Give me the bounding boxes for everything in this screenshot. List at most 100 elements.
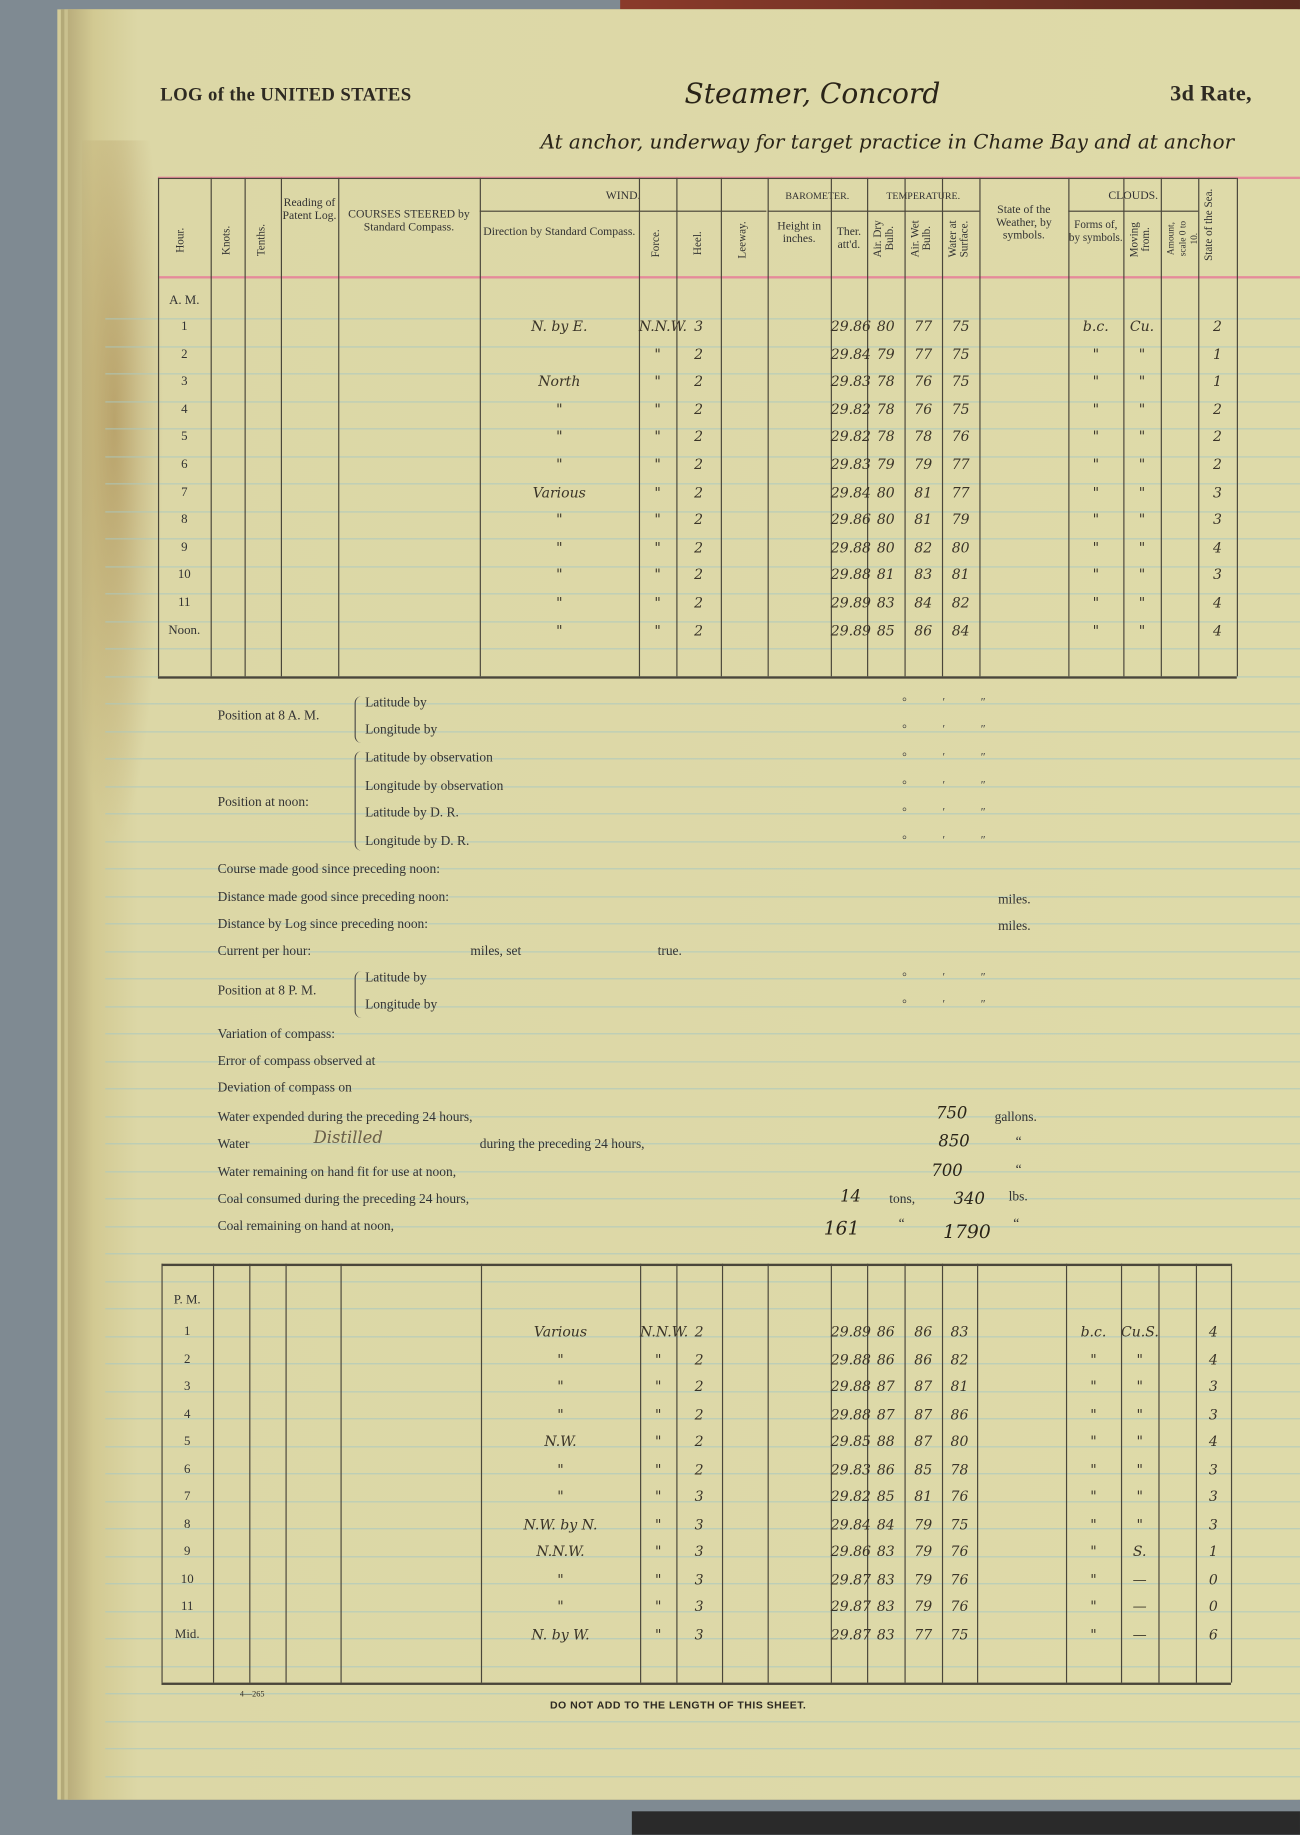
course-cell: " bbox=[556, 401, 563, 418]
barometer-cell: 29.83 bbox=[830, 1460, 871, 1478]
cloud-amount-cell: 3 bbox=[1208, 1405, 1218, 1423]
wind-direction-cell: " bbox=[654, 566, 661, 584]
cloud-forms-cell: Cu. bbox=[1129, 318, 1155, 335]
hour-cell: 4 bbox=[181, 402, 188, 417]
barometer-cell: 29.84 bbox=[830, 345, 871, 363]
day-summary: At anchor, underway for target practice … bbox=[540, 131, 1235, 155]
column-divider bbox=[941, 177, 944, 677]
column-divider bbox=[867, 1263, 869, 1683]
column-divider bbox=[640, 1263, 642, 1683]
cloud-forms-cell: — bbox=[1132, 1625, 1147, 1643]
dry-bulb-cell: 86 bbox=[914, 622, 933, 639]
course-cell: North bbox=[538, 373, 581, 390]
wind-direction-cell: " bbox=[654, 511, 661, 528]
ruled-line bbox=[105, 1583, 1300, 1585]
thermometer-cell: 86 bbox=[876, 1460, 895, 1478]
wet-bulb-cell: 77 bbox=[951, 483, 970, 501]
miles-unit: miles. bbox=[998, 892, 1031, 907]
cloud-amount-cell: 4 bbox=[1208, 1323, 1218, 1340]
col-water-surface: Water at Surface. bbox=[947, 220, 972, 258]
weather-cell: " bbox=[1090, 1350, 1097, 1368]
ruled-line bbox=[105, 345, 1300, 347]
column-divider bbox=[638, 177, 641, 677]
error-label: Error of compass observed at bbox=[217, 1054, 376, 1069]
lbs-unit: lbs. bbox=[1008, 1189, 1028, 1205]
column-divider bbox=[1123, 177, 1125, 677]
wet-bulb-cell: 82 bbox=[951, 594, 970, 611]
barometer-cell: 29.87 bbox=[830, 1625, 871, 1643]
wet-bulb-cell: 76 bbox=[950, 1543, 969, 1560]
water-distilled-value: 850 bbox=[938, 1132, 970, 1152]
weather-cell: " bbox=[1090, 1488, 1097, 1505]
course-cell: Various bbox=[533, 1323, 588, 1340]
column-divider bbox=[1065, 1263, 1068, 1683]
cloud-forms-cell: — bbox=[1132, 1570, 1147, 1588]
dry-bulb-cell: 84 bbox=[914, 594, 933, 611]
ruled-line bbox=[105, 1335, 1300, 1337]
stain bbox=[81, 140, 164, 843]
coal-remaining-lbs: 1790 bbox=[943, 1220, 991, 1243]
deg-marks: ° ′ ″ bbox=[902, 779, 1003, 793]
wet-bulb-cell: 76 bbox=[950, 1598, 969, 1615]
wind-direction-cell: " bbox=[654, 1598, 662, 1615]
ruled-line bbox=[105, 840, 1300, 842]
thermometer-cell: 83 bbox=[876, 594, 895, 611]
dry-bulb-cell: 87 bbox=[914, 1433, 933, 1450]
col-cloud-amount: Amount, scale 0 to 10. bbox=[1165, 221, 1200, 257]
dry-bulb-cell: 81 bbox=[914, 511, 933, 528]
force-cell: 2 bbox=[694, 1378, 704, 1395]
thermometer-cell: 88 bbox=[876, 1433, 895, 1450]
col-patent-log: Reading of Patent Log. bbox=[282, 196, 337, 223]
barometer-cell: 29.86 bbox=[830, 511, 871, 528]
ruled-line bbox=[105, 1280, 1300, 1282]
ruled-line bbox=[105, 1170, 1300, 1172]
force-cell: 2 bbox=[694, 511, 704, 528]
thermometer-cell: 80 bbox=[876, 483, 895, 501]
thermometer-cell: 83 bbox=[876, 1543, 895, 1560]
force-cell: 2 bbox=[694, 1405, 704, 1423]
wet-bulb-cell: 80 bbox=[950, 1433, 969, 1450]
period-label: P. M. bbox=[173, 1292, 201, 1308]
table-top-border bbox=[161, 1263, 1231, 1267]
table-bottom-border bbox=[157, 676, 1237, 679]
barometer-cell: 29.82 bbox=[830, 428, 871, 446]
wet-bulb-cell: 75 bbox=[950, 1515, 969, 1533]
col-cloud-moving: Moving from. bbox=[1129, 222, 1153, 258]
dry-bulb-cell: 79 bbox=[914, 1515, 933, 1533]
cloud-amount-cell: 2 bbox=[1213, 318, 1222, 335]
ruled-line bbox=[105, 1033, 1300, 1035]
column-divider bbox=[904, 177, 906, 677]
column-divider bbox=[676, 177, 678, 677]
force-cell: 2 bbox=[694, 566, 704, 584]
weather-cell: " bbox=[1090, 1543, 1097, 1560]
col-wind-direction: Direction by Standard Compass. bbox=[483, 225, 636, 239]
ruled-line bbox=[105, 675, 1300, 677]
column-divider bbox=[210, 177, 212, 677]
column-divider bbox=[280, 177, 282, 677]
dry-bulb-cell: 77 bbox=[914, 1625, 933, 1643]
ditto-mark: “ bbox=[1015, 1134, 1022, 1150]
col-clouds: CLOUDS. bbox=[1108, 189, 1159, 203]
ruled-line bbox=[105, 1445, 1300, 1447]
force-cell: 2 bbox=[694, 1433, 704, 1450]
cloud-amount-cell: 0 bbox=[1208, 1570, 1218, 1588]
cloud-amount-cell: 3 bbox=[1208, 1378, 1218, 1395]
dry-bulb-cell: 77 bbox=[914, 345, 933, 363]
col-knots: Knots. bbox=[221, 225, 233, 255]
barometer-cell: 29.84 bbox=[830, 1515, 871, 1533]
col-cloud-forms: Forms of, by symbols. bbox=[1068, 219, 1123, 245]
force-cell: 2 bbox=[694, 456, 704, 473]
force-cell: 3 bbox=[694, 1570, 704, 1588]
col-wet-bulb: Air. Wet Bulb. bbox=[910, 220, 934, 258]
col-courses: COURSES STEERED by Standard Compass. bbox=[348, 208, 470, 235]
ruled-line bbox=[105, 1060, 1300, 1062]
hour-cell: 11 bbox=[178, 595, 191, 610]
miles-unit: miles. bbox=[998, 919, 1031, 934]
cloud-forms-cell: " bbox=[1136, 1515, 1143, 1533]
hour-cell: 6 bbox=[183, 1462, 191, 1477]
barometer-cell: 29.86 bbox=[830, 1543, 871, 1560]
ruled-line bbox=[105, 400, 1300, 402]
hour-cell: 6 bbox=[181, 457, 188, 472]
force-cell: 2 bbox=[694, 373, 704, 390]
cloud-amount-cell: 4 bbox=[1213, 594, 1222, 611]
